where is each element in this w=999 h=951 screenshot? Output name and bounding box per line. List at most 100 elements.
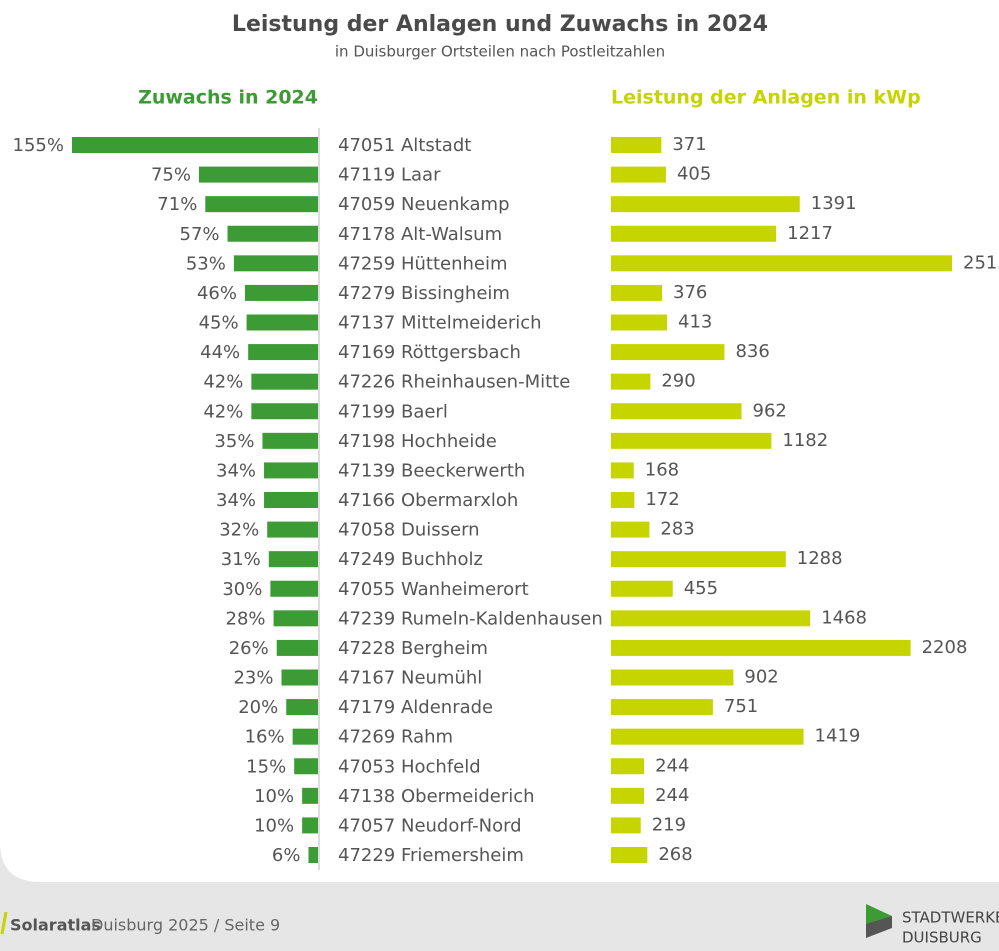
category-label: 47137 Mittelmeiderich [338, 313, 542, 334]
bar [611, 699, 713, 716]
chart-title: Leistung der Anlagen und Zuwachs in 2024 [232, 12, 768, 37]
bar [294, 758, 318, 775]
value-label: 1182 [782, 430, 828, 451]
category-label: 47239 Rumeln-Kaldenhausen [338, 608, 603, 629]
bar [302, 787, 318, 804]
bar [281, 669, 318, 686]
category-label: 47199 Baerl [338, 401, 448, 422]
value-label: 34% [216, 460, 256, 481]
bar [611, 610, 811, 627]
value-label: 2208 [922, 637, 968, 658]
series-header: Leistung der Anlagen in kWp [611, 87, 921, 109]
value-label: 34% [216, 490, 256, 511]
value-label: 290 [661, 371, 695, 392]
panel [0, 0, 999, 882]
value-label: 42% [203, 372, 243, 393]
value-label: 268 [658, 844, 692, 865]
category-label: 47051 Altstadt [338, 135, 471, 156]
category-label: 47198 Hochheide [338, 431, 497, 452]
bar [611, 284, 663, 301]
category-label: 47279 Bissingheim [338, 283, 510, 304]
bar [611, 639, 911, 656]
bar [198, 166, 318, 183]
bar [611, 344, 725, 361]
value-label: 15% [246, 756, 286, 777]
bar [611, 137, 662, 153]
category-label: 47166 Obermarxloh [338, 490, 518, 511]
value-label: 1217 [787, 223, 833, 244]
bar [611, 817, 641, 834]
category-label: 47169 Röttgersbach [338, 342, 521, 363]
value-label: 71% [157, 194, 197, 215]
bar [244, 284, 318, 301]
logo-shape [866, 916, 892, 938]
category-label: 47249 Buchholz [338, 549, 483, 570]
bar [611, 580, 673, 597]
value-label: 244 [655, 785, 689, 806]
category-label: 47058 Duissern [338, 520, 480, 541]
footer-text: Duisburg 2025 / Seite 9 [91, 916, 280, 935]
value-label: 283 [660, 519, 694, 540]
bar [611, 462, 634, 479]
bar [273, 610, 318, 627]
value-label: 42% [203, 401, 243, 422]
value-label: 31% [221, 549, 261, 570]
value-label: 46% [197, 283, 237, 304]
value-label: 172 [645, 489, 679, 510]
bar [251, 373, 318, 390]
bar [264, 462, 318, 479]
value-label: 902 [744, 667, 778, 688]
bar [611, 166, 666, 183]
value-label: 376 [673, 282, 707, 303]
bar [270, 580, 318, 597]
brand-mark [0, 911, 8, 935]
value-label: 57% [180, 224, 220, 245]
value-label: 371 [672, 134, 706, 155]
value-label: 75% [151, 165, 191, 186]
bar [611, 728, 804, 745]
bar [308, 847, 318, 863]
category-label: 47269 Rahm [338, 727, 453, 748]
category-label: 47178 Alt-Walsum [338, 224, 502, 245]
bar [611, 432, 772, 449]
bar [611, 403, 742, 420]
bar [267, 521, 318, 538]
value-label: 32% [219, 520, 259, 541]
footer-brand: Solaratlas [10, 916, 101, 935]
logo-shape [866, 904, 892, 926]
bar [268, 551, 318, 568]
bar [72, 137, 318, 153]
bar [611, 225, 777, 242]
bar [233, 255, 318, 272]
bar [611, 847, 648, 863]
bar [292, 728, 318, 745]
value-label: 1419 [815, 726, 861, 747]
logo-text: STADTWERKE [902, 909, 999, 927]
value-label: 10% [254, 786, 294, 807]
value-label: 168 [645, 459, 679, 480]
bar [276, 639, 318, 656]
value-label: 836 [735, 341, 769, 362]
bar [611, 551, 786, 568]
bar [302, 817, 318, 834]
chart-subtitle: in Duisburger Ortsteilen nach Postleitza… [335, 43, 665, 61]
bar [611, 373, 651, 390]
category-label: 47053 Hochfeld [338, 756, 481, 777]
value-label: 413 [678, 312, 712, 333]
value-label: 53% [186, 253, 226, 274]
category-label: 47259 Hüttenheim [338, 253, 508, 274]
value-label: 244 [655, 755, 689, 776]
bar [611, 669, 734, 686]
category-label: 47179 Aldenrade [338, 697, 493, 718]
value-label: 26% [229, 638, 269, 659]
value-label: 405 [677, 164, 711, 185]
value-label: 45% [199, 313, 239, 334]
value-label: 23% [233, 668, 273, 689]
value-label: 35% [214, 431, 254, 452]
category-label: 47119 Laar [338, 165, 441, 186]
bar [227, 225, 318, 242]
value-label: 28% [226, 608, 266, 629]
category-label: 47055 Wanheimerort [338, 579, 529, 600]
value-label: 20% [238, 697, 278, 718]
bar [248, 344, 318, 361]
